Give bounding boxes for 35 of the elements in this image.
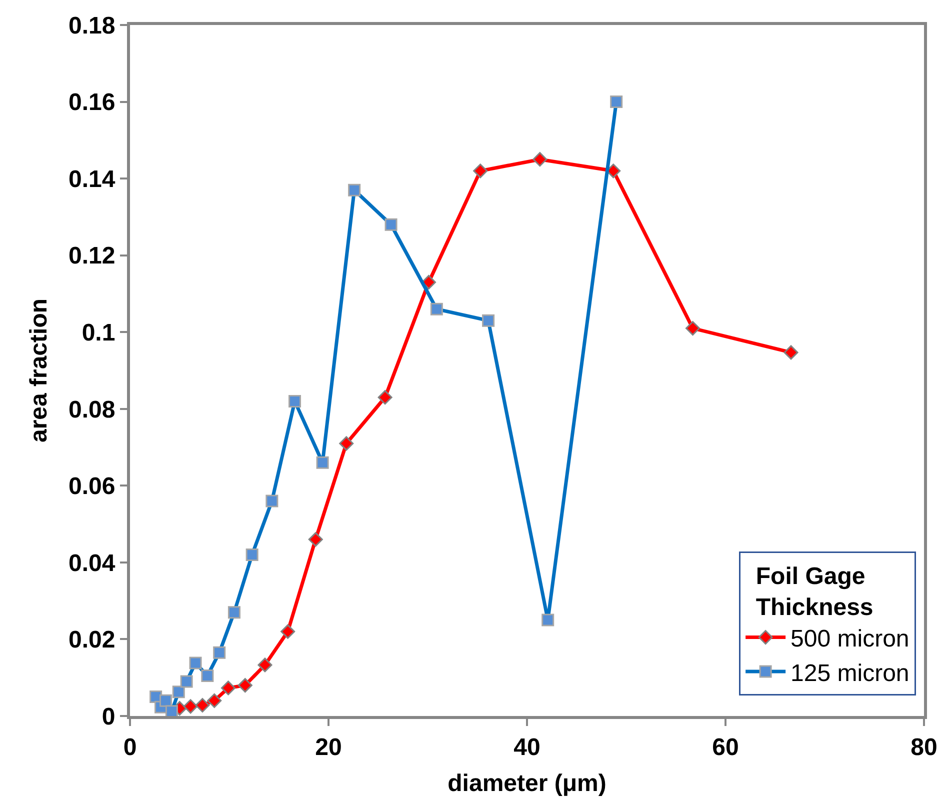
point xyxy=(784,345,798,360)
point xyxy=(421,274,436,290)
point xyxy=(532,152,548,167)
y-axis-title: area fraction xyxy=(26,298,53,443)
legend-title: Foil Gage Thickness xyxy=(742,562,874,622)
legend-label: 500 micron xyxy=(790,626,910,653)
y-tick-label: 0.1 xyxy=(82,320,116,347)
y-tick-label: 0.16 xyxy=(68,89,116,116)
point xyxy=(238,678,252,693)
point xyxy=(280,624,296,639)
point xyxy=(686,321,700,336)
y-tick-label: 0.04 xyxy=(68,550,116,577)
point xyxy=(339,436,354,451)
point xyxy=(308,532,323,547)
point xyxy=(378,390,392,405)
x-tick-label: 20 xyxy=(315,734,342,761)
point xyxy=(221,680,236,696)
point xyxy=(258,658,272,672)
y-tick-label: 0.02 xyxy=(68,626,116,654)
y-tick-label: 0.12 xyxy=(68,242,116,270)
point xyxy=(183,699,198,714)
y-tick-label: 0.14 xyxy=(68,166,116,193)
x-tick-label: 40 xyxy=(514,734,540,761)
x-tick-label: 60 xyxy=(712,734,739,761)
y-tick-label: 0.06 xyxy=(68,473,116,500)
x-tick-label: 80 xyxy=(910,734,938,761)
x-axis-title: diameter (μm) xyxy=(448,770,606,798)
x-tick-label: 0 xyxy=(123,734,137,761)
legend-label: 125 micron xyxy=(790,660,910,687)
point xyxy=(207,693,222,708)
point xyxy=(195,698,210,712)
point xyxy=(473,164,488,178)
y-tick-label: 0.08 xyxy=(68,396,116,424)
y-tick-label: 0 xyxy=(102,703,116,730)
y-tick-label: 0.18 xyxy=(68,12,116,40)
